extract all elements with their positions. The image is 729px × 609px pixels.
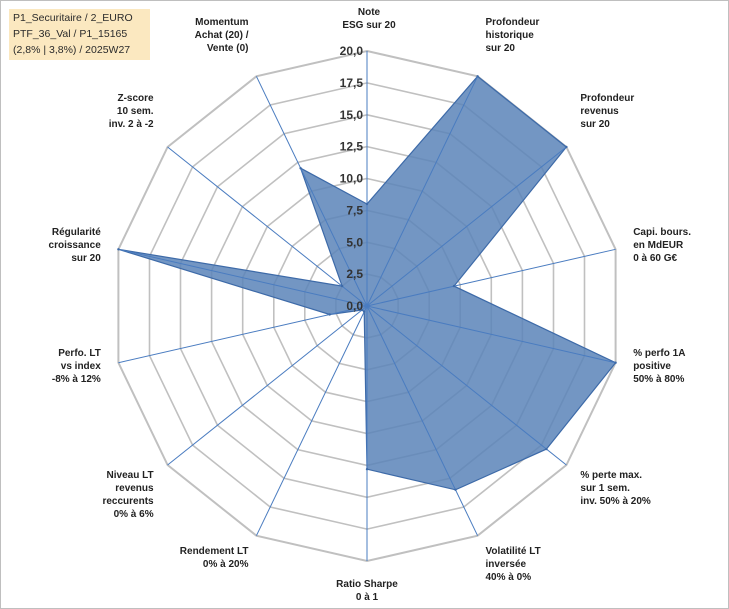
info-line-1: P1_Securitaire / 2_EURO xyxy=(13,12,133,24)
tick-label: 2,5 xyxy=(346,267,363,281)
axis-label: Rendement LT 0% à 20% xyxy=(180,546,249,570)
axis-label: % perfo 1A positive 50% à 80% xyxy=(633,348,685,385)
axis-label: Régularité croissance sur 20 xyxy=(49,227,102,264)
axis-label: Niveau LT revenus reccurents 0% à 6% xyxy=(102,470,154,520)
axis-label: % perte max. sur 1 sem. inv. 50% à 20% xyxy=(580,470,651,507)
tick-label: 17,5 xyxy=(340,76,364,90)
data-point xyxy=(452,284,456,288)
axis-spoke xyxy=(167,305,368,466)
data-point xyxy=(365,468,369,471)
data-point xyxy=(545,447,548,451)
data-point xyxy=(363,310,366,313)
axis-spoke xyxy=(118,305,368,364)
axis-spoke xyxy=(366,305,567,466)
axis-label: Momentum Achat (20) / Vente (0) xyxy=(195,17,249,54)
data-point xyxy=(614,361,617,364)
tick-label: 0,0 xyxy=(346,299,363,313)
data-point xyxy=(476,75,479,78)
axis-spoke xyxy=(366,305,479,536)
axis-label: Capi. bours. en MdEUR 0 à 60 G€ xyxy=(633,227,691,264)
axis-spoke xyxy=(255,76,368,307)
data-point xyxy=(117,248,120,251)
data-point xyxy=(340,284,344,288)
axis-spoke xyxy=(366,146,567,307)
tick-label: 7,5 xyxy=(346,203,363,217)
data-point xyxy=(299,167,302,170)
data-point xyxy=(565,145,568,149)
data-point xyxy=(360,308,364,312)
tick-label: 15,0 xyxy=(340,108,364,122)
axis-label: Profondeur revenus sur 20 xyxy=(580,93,634,130)
axis-spoke xyxy=(118,248,368,307)
tick-label: 12,5 xyxy=(340,140,364,154)
axis-label: Perfo. LT vs index -8% à 12% xyxy=(52,348,101,385)
data-point xyxy=(365,202,369,206)
axis-spoke xyxy=(366,305,616,364)
axis-label: Ratio Sharpe 0 à 1 xyxy=(336,579,398,603)
info-line-2: PTF_36_Val / P1_15165 xyxy=(13,28,128,40)
tick-label: 5,0 xyxy=(346,235,363,249)
axis-label: Volatilité LT inversée 40% à 0% xyxy=(486,546,541,583)
data-point xyxy=(454,488,457,491)
info-line-3: (2,8% | 3,8%) / 2025W27 xyxy=(13,44,131,56)
tick-label: 20,0 xyxy=(340,44,364,58)
axis-label: Note ESG sur 20 xyxy=(342,7,396,31)
axis-spoke xyxy=(255,305,368,536)
axis-spoke xyxy=(366,248,616,307)
data-point xyxy=(328,313,331,316)
tick-label: 10,0 xyxy=(340,172,364,186)
axis-spoke xyxy=(366,76,479,307)
portfolio-info-box: P1_Securitaire / 2_EURO PTF_36_Val / P1_… xyxy=(9,9,150,60)
axis-spoke xyxy=(167,146,368,307)
axis-label: Profondeur historique sur 20 xyxy=(486,17,540,54)
axis-label: Z-score 10 sem. inv. 2 à -2 xyxy=(109,93,154,130)
